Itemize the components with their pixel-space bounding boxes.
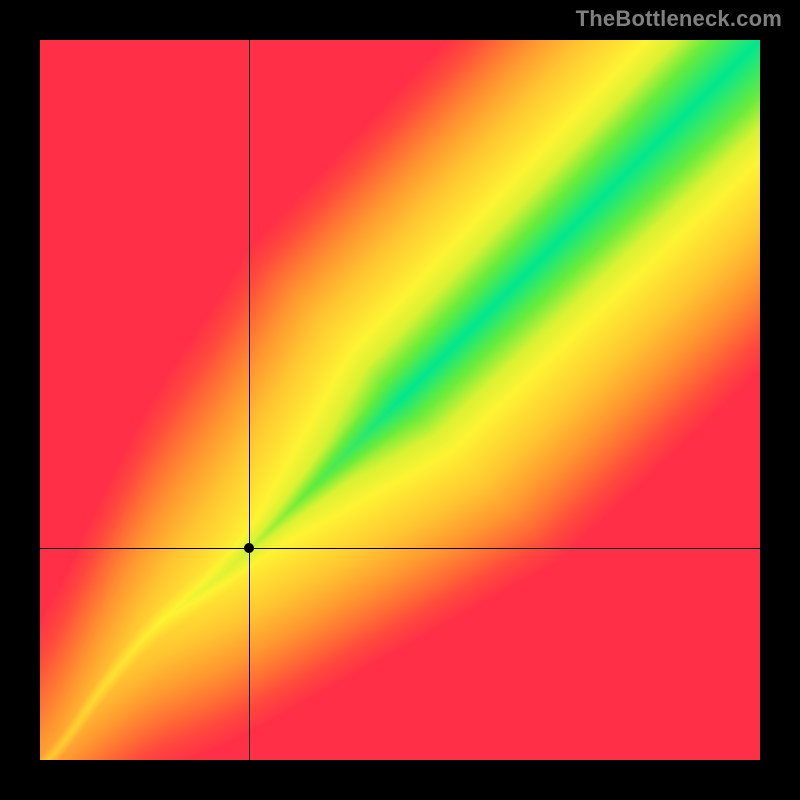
frame: TheBottleneck.com [0, 0, 800, 800]
plot-area [40, 40, 760, 760]
heatmap-canvas [40, 40, 760, 760]
crosshair-marker [244, 543, 254, 553]
watermark-text: TheBottleneck.com [576, 6, 782, 32]
crosshair-horizontal [40, 548, 760, 549]
crosshair-vertical [249, 40, 250, 760]
